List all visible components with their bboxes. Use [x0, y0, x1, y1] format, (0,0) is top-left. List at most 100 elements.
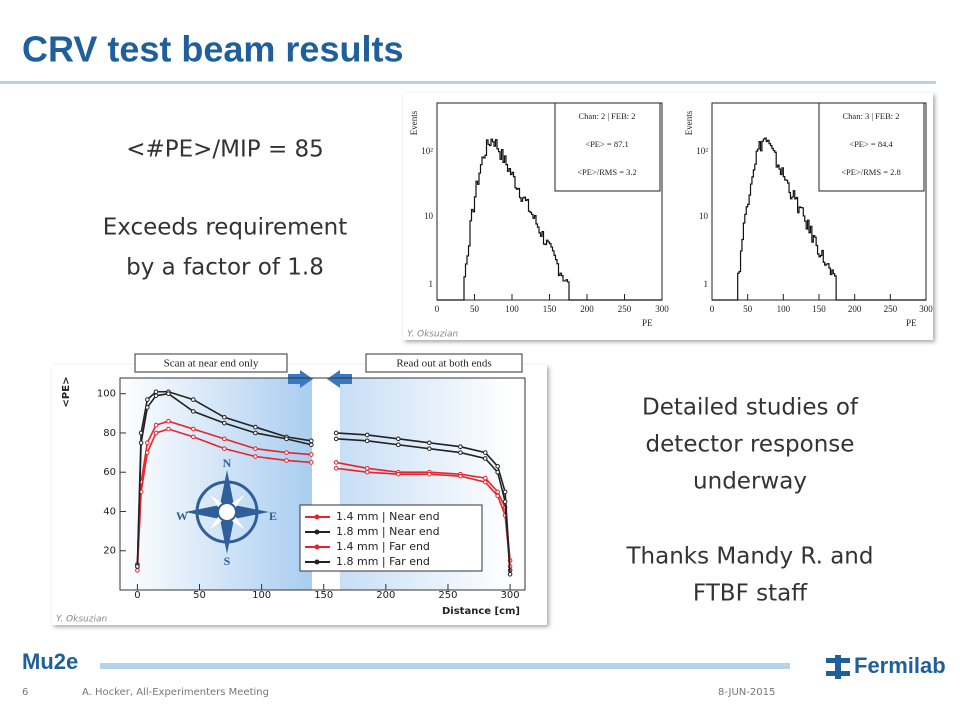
point — [502, 499, 508, 504]
x-tick-label: 100 — [252, 590, 271, 601]
hist-x-label: PE — [642, 318, 653, 328]
annotation-box — [134, 353, 288, 373]
point — [222, 436, 227, 442]
point — [145, 450, 150, 455]
hist-x-tick-label: 300 — [919, 304, 933, 314]
point — [284, 450, 289, 455]
point — [253, 446, 258, 451]
footer-rule — [100, 663, 790, 669]
hist-y-tick-label: 10² — [421, 146, 433, 156]
point — [482, 479, 488, 485]
point — [309, 452, 314, 457]
compass — [185, 470, 269, 554]
stats-text: <PE> = 87.1 — [585, 139, 628, 149]
hist-x-tick-label: 200 — [848, 304, 862, 314]
point — [395, 471, 401, 477]
point — [395, 436, 401, 442]
hist-x-tick-label: 0 — [435, 304, 440, 314]
mu2e-logo: Mu2e — [22, 649, 78, 674]
hist-y-label: Events — [409, 110, 419, 135]
point — [153, 430, 159, 436]
point — [153, 389, 159, 395]
point — [309, 438, 314, 444]
point — [190, 397, 196, 402]
point — [507, 571, 513, 577]
hist-x-tick-label: 50 — [470, 304, 480, 314]
hist-x-tick-label: 200 — [580, 304, 594, 314]
legend-label: 1.8 mm | Far end — [336, 555, 430, 568]
hist-x-tick-label: 150 — [812, 304, 826, 314]
annotation: Scan at near end only — [164, 358, 259, 370]
x-axis-label: Distance [cm] — [442, 606, 520, 617]
date: 8-JUN-2015 — [718, 687, 775, 698]
point — [153, 422, 159, 428]
right-text: Detailed studies of — [642, 395, 859, 421]
point — [364, 469, 370, 475]
hist-x-tick-label: 0 — [710, 304, 715, 314]
title-rule — [0, 81, 936, 84]
point — [495, 469, 500, 475]
point — [284, 436, 289, 442]
point — [309, 460, 314, 465]
page-number: 6 — [22, 687, 28, 698]
slide-title: CRV test beam results — [22, 29, 403, 70]
hist-y-tick-label: 10 — [699, 211, 709, 221]
fermilab-logo: Fermilab — [854, 653, 946, 678]
x-tick-label: 250 — [438, 590, 457, 601]
point — [364, 432, 370, 438]
point — [145, 397, 150, 402]
hist-x-tick-label: 150 — [543, 304, 557, 314]
left-text: Exceeds requirement — [103, 215, 348, 241]
annotation-box — [365, 353, 523, 373]
hist-x-tick-label: 50 — [743, 304, 753, 314]
compass-letter: N — [223, 456, 232, 470]
credit: Y. Oksuzian — [56, 615, 107, 625]
legend-marker — [314, 514, 320, 520]
point — [482, 450, 488, 455]
hist-y-tick-label: 10 — [424, 211, 434, 221]
stats-text: Chan: 3 | FEB: 2 — [843, 111, 900, 121]
hist-y-tick-label: 1 — [704, 279, 709, 289]
hist-x-tick-label: 100 — [777, 304, 791, 314]
point — [495, 464, 500, 469]
author: A. Hocker, All-Experimenters Meeting — [82, 687, 269, 698]
x-tick-label: 300 — [501, 590, 520, 601]
legend-label: 1.8 mm | Near end — [336, 525, 440, 538]
legend-marker — [314, 529, 320, 535]
point — [145, 440, 150, 446]
y-axis-label: <PE> — [61, 377, 72, 408]
point — [222, 414, 227, 420]
y-tick-label: 40 — [103, 506, 116, 517]
point — [190, 426, 196, 432]
point — [190, 409, 196, 414]
point — [458, 473, 463, 479]
compass-letter: E — [269, 509, 277, 523]
point — [427, 440, 432, 446]
point — [502, 489, 508, 495]
compass-letter: S — [224, 554, 231, 568]
point — [222, 420, 227, 426]
point — [135, 568, 140, 573]
hist-x-tick-label: 250 — [884, 304, 898, 314]
point — [166, 391, 171, 397]
stats-box — [554, 102, 661, 192]
arrow — [288, 370, 313, 388]
y-tick-label: 80 — [103, 428, 116, 439]
legend-box — [299, 504, 483, 572]
y-tick-label: 60 — [103, 467, 116, 478]
right-text: FTBF staff — [693, 581, 808, 607]
point — [138, 440, 144, 446]
hist-x-tick-label: 100 — [505, 304, 519, 314]
hist-y-label: Events — [684, 110, 694, 135]
stats-text: <PE>/RMS = 3.2 — [577, 167, 637, 177]
legend-marker — [314, 559, 320, 565]
hist-x-tick-label: 300 — [655, 304, 669, 314]
right-text: underway — [693, 469, 807, 495]
right-text: detector response — [646, 432, 855, 458]
stats-text: <PE> = 84.4 — [849, 139, 893, 149]
plot-frame — [119, 377, 526, 591]
point — [166, 426, 171, 432]
point — [333, 430, 339, 436]
legend-marker — [314, 544, 320, 550]
x-tick-label: 0 — [134, 590, 140, 601]
